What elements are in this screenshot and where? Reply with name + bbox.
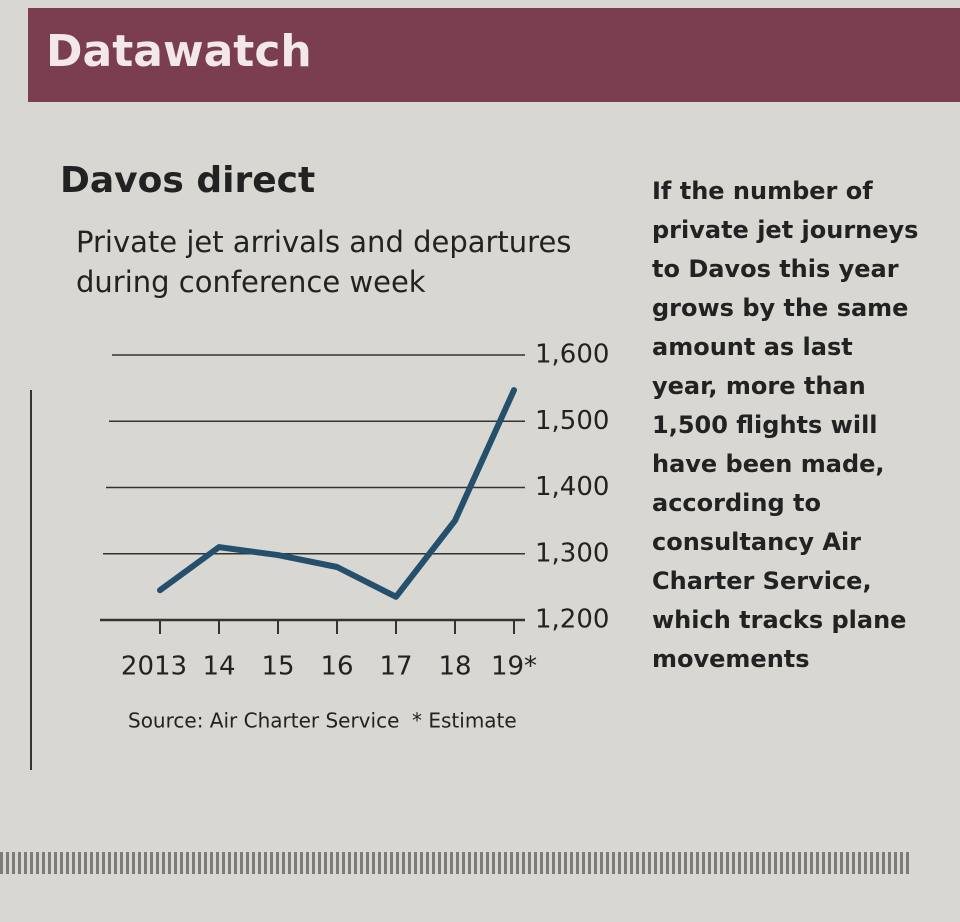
x-tick-label: 14 <box>202 652 235 682</box>
y-tick-label: 1,400 <box>535 472 609 502</box>
x-tick-label: 16 <box>320 652 353 682</box>
sidebar-text: If the number of private jet journeys to… <box>652 177 919 673</box>
footer-rule <box>0 852 910 874</box>
x-tick-label: 19* <box>491 652 537 682</box>
chart-title: Davos direct <box>60 160 316 201</box>
column-rule <box>30 390 32 770</box>
section-title: Datawatch <box>46 26 312 77</box>
x-tick-label: 2013 <box>121 652 187 682</box>
banner: Datawatch <box>28 8 960 102</box>
x-tick-label: 18 <box>438 652 471 682</box>
x-tick-label: 15 <box>261 652 294 682</box>
chart-subtitle: Private jet arrivals and departures duri… <box>76 225 572 299</box>
data-line <box>157 387 517 600</box>
source: Source: Air Charter Service <box>128 709 399 733</box>
y-tick-label: 1,300 <box>535 538 609 568</box>
y-tick-label: 1,600 <box>535 340 609 370</box>
note: * Estimate <box>412 709 517 733</box>
x-tick-label: 17 <box>379 652 412 682</box>
y-tick-label: 1,500 <box>535 406 609 436</box>
y-tick-label: 1,200 <box>535 605 609 635</box>
